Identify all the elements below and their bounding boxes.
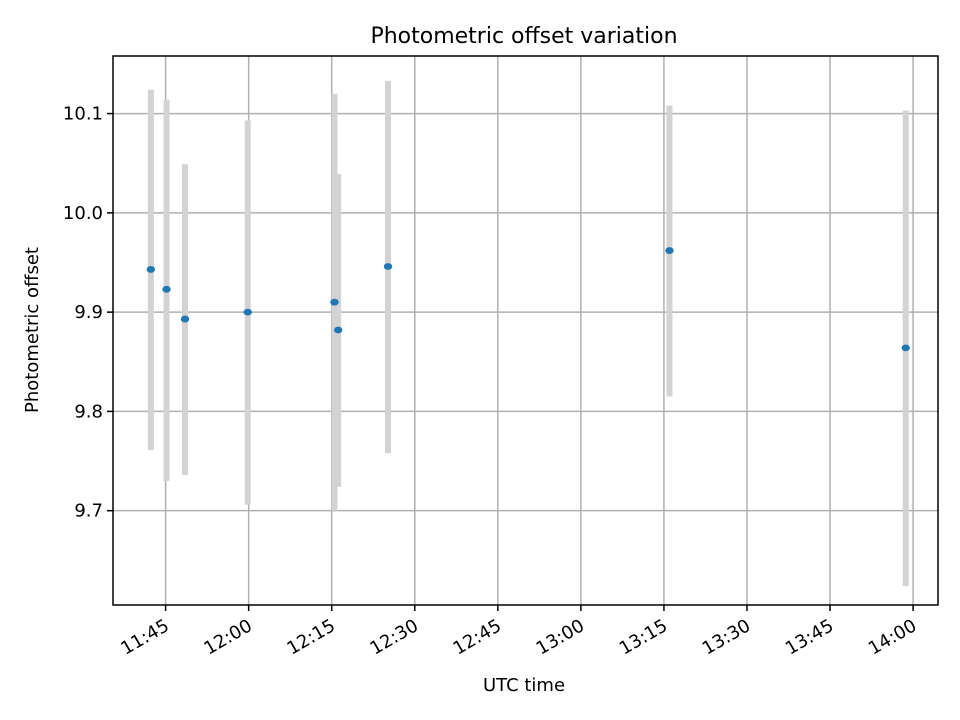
chart-title: Photometric offset variation — [370, 24, 677, 49]
x-axis-label: UTC time — [483, 675, 565, 696]
y-tick-label: 9.8 — [74, 401, 103, 422]
data-point — [665, 247, 674, 254]
plot-frame — [112, 55, 939, 606]
y-tick-label: 10.1 — [63, 104, 103, 125]
data-point — [333, 326, 343, 334]
data-point — [162, 285, 171, 293]
y-tick-label: 9.9 — [74, 302, 103, 323]
y-tick-label: 10.0 — [63, 203, 103, 224]
y-axis-label: Photometric offset — [22, 247, 43, 413]
y-axis: 9.7 9.8 9.9 10.0 10.1 — [63, 104, 113, 522]
data-point — [243, 308, 252, 316]
y-tick-label: 9.7 — [74, 501, 103, 522]
data-point — [330, 298, 339, 306]
data-point — [383, 263, 393, 270]
point-layer — [146, 247, 910, 352]
data-point — [146, 266, 156, 273]
data-point — [901, 344, 910, 352]
data-point — [180, 315, 190, 323]
